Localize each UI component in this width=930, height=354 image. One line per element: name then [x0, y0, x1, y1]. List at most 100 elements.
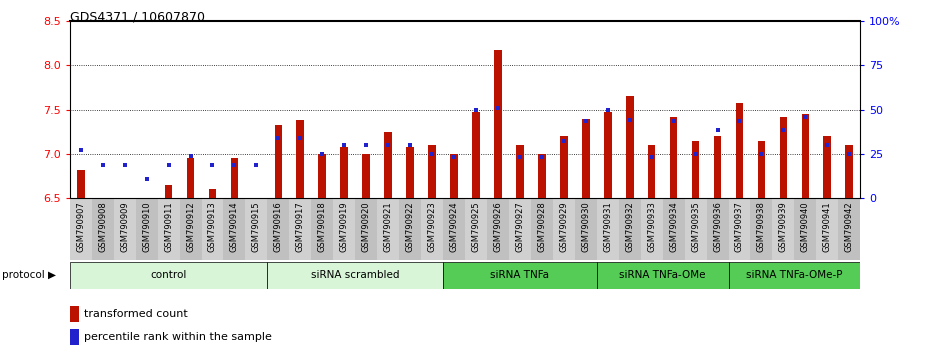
Bar — [670, 117, 677, 198]
Bar — [823, 136, 831, 198]
Text: GSM790911: GSM790911 — [164, 201, 173, 252]
Bar — [70, 306, 79, 321]
Bar — [136, 198, 157, 260]
Text: GSM790915: GSM790915 — [252, 201, 261, 252]
Text: GSM790926: GSM790926 — [494, 201, 502, 252]
Bar — [552, 198, 575, 260]
Text: GSM790931: GSM790931 — [604, 201, 612, 252]
Text: GSM790930: GSM790930 — [581, 201, 591, 252]
Bar — [692, 141, 699, 198]
Bar — [223, 198, 246, 260]
Text: protocol ▶: protocol ▶ — [2, 270, 56, 280]
Bar — [355, 198, 378, 260]
Text: GSM790924: GSM790924 — [449, 201, 458, 252]
Text: GSM790934: GSM790934 — [669, 201, 678, 252]
Bar — [707, 198, 728, 260]
Text: GSM790907: GSM790907 — [76, 201, 86, 252]
Bar — [312, 198, 333, 260]
Bar — [751, 198, 773, 260]
Bar — [465, 198, 487, 260]
Bar — [187, 159, 194, 198]
Bar — [728, 198, 751, 260]
Bar — [165, 185, 172, 198]
Bar — [802, 114, 809, 198]
Text: GSM790920: GSM790920 — [362, 201, 371, 252]
Text: control: control — [151, 270, 187, 280]
Text: siRNA scrambled: siRNA scrambled — [311, 270, 400, 280]
Text: GSM790921: GSM790921 — [384, 201, 392, 252]
Bar — [378, 198, 399, 260]
Bar — [333, 198, 355, 260]
Bar — [662, 198, 684, 260]
Bar — [560, 136, 567, 198]
Bar — [817, 198, 838, 260]
Bar — [246, 198, 267, 260]
Bar — [289, 198, 312, 260]
Text: GSM790917: GSM790917 — [296, 201, 305, 252]
Bar — [472, 112, 480, 198]
Text: GSM790919: GSM790919 — [339, 201, 349, 252]
Bar — [70, 329, 79, 345]
Bar — [450, 154, 458, 198]
Text: percentile rank within the sample: percentile rank within the sample — [84, 332, 272, 342]
Bar — [77, 170, 85, 198]
Bar — [758, 141, 765, 198]
Text: GSM790913: GSM790913 — [208, 201, 217, 252]
Bar — [597, 198, 618, 260]
Bar — [318, 154, 326, 198]
Bar — [713, 136, 722, 198]
Bar — [516, 145, 524, 198]
Bar — [531, 198, 552, 260]
Text: GSM790941: GSM790941 — [823, 201, 831, 252]
Bar — [684, 198, 707, 260]
Bar — [736, 103, 743, 198]
Bar — [626, 96, 633, 198]
Bar — [618, 198, 641, 260]
Bar — [845, 145, 853, 198]
Bar — [575, 198, 597, 260]
Text: GSM790910: GSM790910 — [142, 201, 151, 252]
Text: GSM790908: GSM790908 — [99, 201, 107, 252]
Bar — [487, 198, 509, 260]
Text: GSM790929: GSM790929 — [559, 201, 568, 252]
Text: GSM790922: GSM790922 — [405, 201, 415, 252]
Bar — [70, 198, 92, 260]
Text: GSM790937: GSM790937 — [735, 201, 744, 252]
Bar — [838, 198, 860, 260]
Text: GSM790935: GSM790935 — [691, 201, 700, 252]
Text: GSM790933: GSM790933 — [647, 201, 657, 252]
Bar — [208, 189, 217, 198]
Bar — [728, 262, 860, 289]
Bar — [70, 262, 267, 289]
Text: GSM790909: GSM790909 — [120, 201, 129, 252]
Text: transformed count: transformed count — [84, 309, 188, 319]
Text: GSM790940: GSM790940 — [801, 201, 810, 252]
Bar — [113, 198, 136, 260]
Bar — [267, 198, 289, 260]
Text: GSM790925: GSM790925 — [472, 201, 481, 252]
Bar — [641, 198, 662, 260]
Bar — [494, 50, 502, 198]
Text: GSM790936: GSM790936 — [713, 201, 722, 252]
Bar — [779, 117, 787, 198]
Text: GSM790927: GSM790927 — [515, 201, 525, 252]
Text: GSM790916: GSM790916 — [273, 201, 283, 252]
Text: GSM790938: GSM790938 — [757, 201, 766, 252]
Text: GSM790928: GSM790928 — [538, 201, 546, 252]
Bar — [509, 198, 531, 260]
Bar — [443, 262, 597, 289]
Bar — [157, 198, 179, 260]
Text: GSM790923: GSM790923 — [428, 201, 436, 252]
Bar — [421, 198, 443, 260]
Text: siRNA TNFa: siRNA TNFa — [490, 270, 550, 280]
Text: GDS4371 / 10607870: GDS4371 / 10607870 — [70, 11, 205, 24]
Text: GSM790932: GSM790932 — [625, 201, 634, 252]
Bar — [597, 262, 728, 289]
Text: GSM790912: GSM790912 — [186, 201, 195, 252]
Bar — [274, 125, 282, 198]
Bar — [406, 147, 414, 198]
Bar — [384, 132, 392, 198]
Text: GSM790939: GSM790939 — [779, 201, 788, 252]
Text: GSM790914: GSM790914 — [230, 201, 239, 252]
Text: siRNA TNFa-OMe-P: siRNA TNFa-OMe-P — [746, 270, 843, 280]
